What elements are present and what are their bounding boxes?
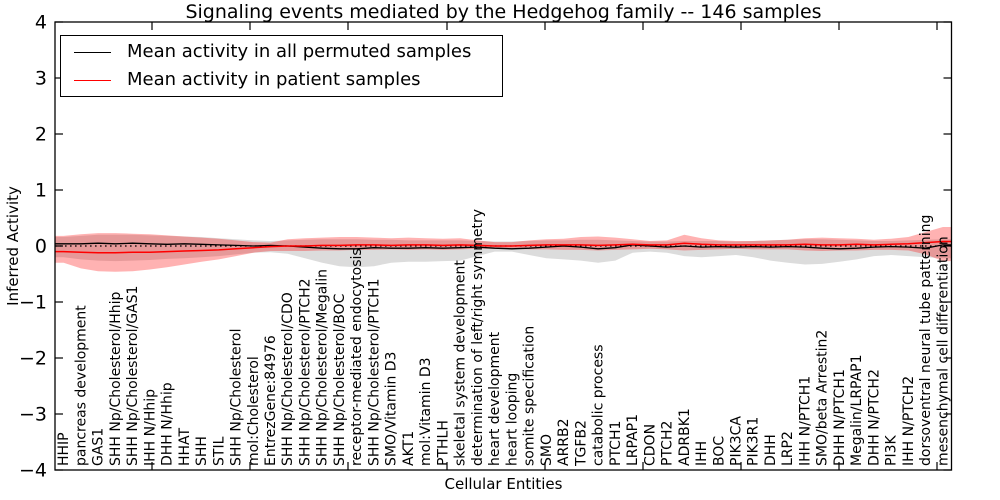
x-tick-label: skeletal system development <box>453 260 469 466</box>
x-tick-label: BOC <box>711 436 727 466</box>
x-tick-label: EntrezGene:84976 <box>263 335 279 466</box>
x-tick-label: SHH Np/Cholesterol <box>229 329 245 466</box>
legend-item-patient: Mean activity in patient samples <box>61 66 502 94</box>
x-tick-label: LRPAP1 <box>625 414 641 466</box>
x-tick-label: SMO <box>539 434 555 466</box>
x-tick-label: ARRB2 <box>556 418 572 466</box>
x-tick-label: mesenchymal cell differentiation <box>935 236 951 466</box>
x-tick-label: DHH N/PTCH1 <box>832 369 848 466</box>
chart-title: Signaling events mediated by the Hedgeho… <box>185 1 822 23</box>
x-tick-label: IHH N/Hhip <box>142 389 158 466</box>
x-tick-label: SHH Np/Cholesterol/Hhip <box>108 292 124 466</box>
x-tick-label: IHH N/PTCH2 <box>901 376 917 466</box>
legend: Mean activity in all permuted samples Me… <box>60 35 503 97</box>
x-tick-label: CDON <box>642 424 658 466</box>
y-tick-label: −4 <box>19 460 47 482</box>
y-tick-label: 0 <box>35 236 47 258</box>
x-tick-label: LRP2 <box>780 431 796 466</box>
x-tick-label: PTHLH <box>435 420 451 466</box>
x-tick-label: HHIP <box>56 432 72 466</box>
x-tick-label: SHH Np/Cholesterol/GAS1 <box>125 286 141 466</box>
y-tick-label: −1 <box>19 292 47 314</box>
x-tick-label: PIK3CA <box>729 416 745 466</box>
legend-item-permuted: Mean activity in all permuted samples <box>61 38 502 66</box>
x-tick-label: PTCH1 <box>608 421 624 466</box>
x-tick-label: SHH Np/Cholesterol/Megalin <box>315 269 331 466</box>
x-tick-label: pancreas development <box>73 305 89 466</box>
x-tick-label: somite specification <box>522 326 538 466</box>
x-tick-label: catabolic process <box>591 344 607 466</box>
x-axis-title: Cellular Entities <box>444 475 563 493</box>
x-tick-label: SHH Np/Cholesterol/CDO <box>280 292 296 466</box>
x-tick-label: SHH <box>194 436 210 466</box>
x-tick-label: SHH Np/Cholesterol/BOC <box>332 293 348 466</box>
x-tick-label: DHH N/PTCH2 <box>866 369 882 466</box>
x-tick-label: DHH <box>763 434 779 466</box>
x-tick-label: heart development <box>487 331 503 466</box>
x-tick-label: receptor-mediated endocytosis <box>349 248 365 466</box>
x-tick-label: mol:Vitamin D3 <box>418 357 434 466</box>
x-tick-label: DHH N/Hhip <box>160 382 176 466</box>
y-tick-label: 1 <box>35 180 47 202</box>
x-tick-label: IHH N/PTCH1 <box>798 376 814 466</box>
x-tick-label: AKT1 <box>401 431 417 466</box>
x-tick-label: SMO/Vitamin D3 <box>384 352 400 466</box>
x-tick-label: determination of left/right symmetry <box>470 209 486 466</box>
x-tick-label: PIK3R1 <box>746 417 762 466</box>
permuted-mean-line <box>55 242 952 250</box>
x-tick-label: PTCH2 <box>660 421 676 466</box>
y-tick-label: 3 <box>35 68 47 90</box>
y-tick-label: 2 <box>35 124 47 146</box>
x-tick-label: SHH Np/Cholesterol/PTCH2 <box>298 278 314 466</box>
x-tick-label: HHAT <box>177 427 193 466</box>
patient-mean-line <box>55 240 952 254</box>
y-tick-label: 4 <box>35 12 47 34</box>
x-tick-label: SMO/beta Arrestin2 <box>815 330 831 466</box>
y-axis-title: Inferred Activity <box>4 186 22 306</box>
x-tick-label: TGFB2 <box>573 420 589 467</box>
permuted-line-swatch <box>74 51 111 53</box>
permuted-std-band <box>55 234 952 268</box>
x-tick-label: PI3K <box>884 435 900 466</box>
x-tick-label: IHH <box>694 441 710 466</box>
x-tick-label: mol:Cholesterol <box>246 356 262 466</box>
x-tick-label: SHH Np/Cholesterol/PTCH1 <box>366 278 382 466</box>
patient-line-swatch <box>74 79 111 81</box>
x-tick-label: GAS1 <box>91 428 107 466</box>
x-tick-label: ADRBK1 <box>677 408 693 466</box>
legend-label-patient: Mean activity in patient samples <box>127 69 421 90</box>
y-tick-label: −3 <box>19 404 47 426</box>
x-tick-label: STIL <box>211 436 227 466</box>
legend-label-permuted: Mean activity in all permuted samples <box>127 41 472 62</box>
x-tick-label: heart looping <box>504 373 520 466</box>
y-tick-label: −2 <box>19 348 47 370</box>
x-tick-label: Megalin/LRPAP1 <box>849 354 865 466</box>
x-tick-label: dorsoventral neural tube patterning <box>918 215 934 466</box>
